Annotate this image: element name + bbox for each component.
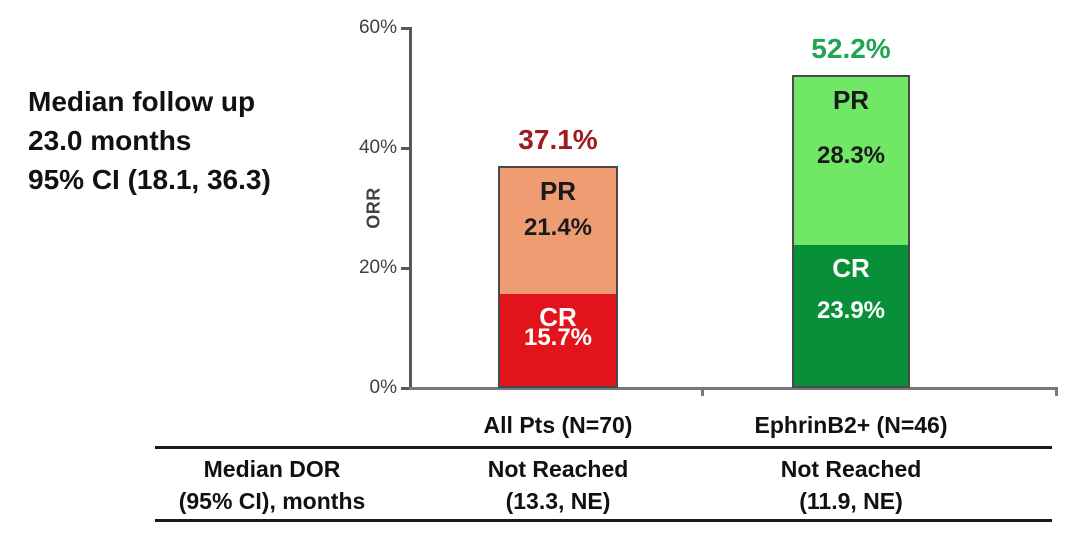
annotation-line: 95% CI (18.1, 36.3) [28,164,271,195]
table-row-header: Median DOR (95% CI), months [179,453,366,517]
table-bottom-rule [155,519,1052,522]
category-label-ephrinb2: EphrinB2+ (N=46) [754,412,948,438]
pr-segment: PR 28.3% [794,77,908,245]
table-top-rule [155,446,1052,449]
annotation-line: Median follow up [28,86,256,117]
x-axis-tick [701,389,704,396]
row-header-line: Median DOR [203,456,341,482]
stacked-bar-ephrinb2: PR 28.3% CR 23.9% [792,75,910,388]
pr-segment-value: 21.4% [523,214,593,241]
table-cell-line: Not Reached [780,456,922,482]
pr-segment-label: PR [832,85,870,115]
y-axis-line [409,27,412,389]
pr-segment-value: 28.3% [816,142,886,169]
followup-annotation: Median follow up 23.0 months 95% CI (18.… [28,82,271,199]
cr-segment: CR 15.7% [500,293,616,386]
cr-segment: CR 23.9% [794,244,908,386]
y-axis-tick [401,267,410,270]
row-header-line: (95% CI), months [178,488,366,514]
pr-segment: PR 21.4% [500,168,616,294]
cr-segment-label: CR [832,252,870,283]
cr-segment-value: 23.9% [816,296,886,324]
cr-segment-value: 15.7% [523,323,593,351]
y-axis-tick-label: 40% [358,137,397,158]
y-axis-tick [401,147,410,150]
y-axis-tick-label: 20% [358,257,397,278]
category-label-all-pts: All Pts (N=70) [483,412,633,438]
cr-segment-label: CR [539,301,577,332]
y-axis-tick [401,387,410,390]
table-cell-line: (11.9, NE) [799,488,903,514]
y-axis-title: ORR [363,187,384,229]
total-orr-label: 52.2% [811,33,891,64]
annotation-line: 23.0 months [28,125,192,156]
table-cell-all-pts: Not Reached (13.3, NE) [488,453,629,517]
y-axis-tick-label: 0% [369,377,397,398]
table-cell-line: Not Reached [487,456,629,482]
table-cell-ephrinb2: Not Reached (11.9, NE) [781,453,922,517]
table-cell-line: (13.3, NE) [505,488,611,514]
total-orr-label: 37.1% [518,124,598,155]
pr-segment-label: PR [539,176,577,206]
y-axis-tick [401,27,410,30]
x-axis-tick [1055,389,1058,396]
stacked-bar-all-pts: PR 21.4% CR 15.7% [498,166,618,388]
x-axis-line [409,387,1058,390]
y-axis-tick-label: 60% [358,17,397,38]
